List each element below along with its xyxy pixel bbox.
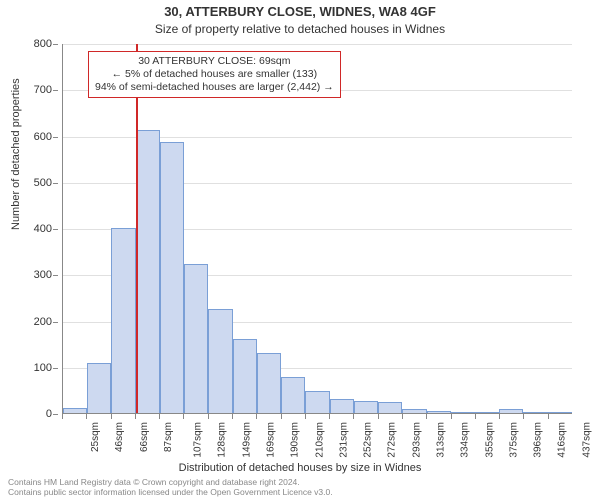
bar xyxy=(499,409,523,413)
x-tick-mark xyxy=(183,414,184,419)
bar xyxy=(354,401,378,413)
x-tick-mark xyxy=(86,414,87,419)
bars-group xyxy=(63,44,572,413)
y-tick-mark xyxy=(53,137,58,138)
bar xyxy=(257,353,281,413)
x-tick-mark xyxy=(135,414,136,419)
bar xyxy=(63,408,87,413)
y-tick-mark xyxy=(53,322,58,323)
bar xyxy=(281,377,305,413)
x-tick-label: 355sqm xyxy=(484,422,495,458)
chart-subtitle: Size of property relative to detached ho… xyxy=(0,22,600,36)
bar xyxy=(160,142,184,413)
x-tick-label: 272sqm xyxy=(387,422,398,458)
x-tick-label: 293sqm xyxy=(411,422,422,458)
x-tick-mark xyxy=(548,414,549,419)
y-tick-mark xyxy=(53,229,58,230)
x-tick-label: 252sqm xyxy=(363,422,374,458)
bar xyxy=(305,391,329,413)
x-tick-mark xyxy=(451,414,452,419)
chart-container: 30, ATTERBURY CLOSE, WIDNES, WA8 4GF Siz… xyxy=(0,0,600,500)
x-tick-label: 210sqm xyxy=(314,422,325,458)
x-tick-mark xyxy=(305,414,306,419)
y-tick-label: 600 xyxy=(34,131,52,143)
x-tick-mark xyxy=(523,414,524,419)
x-tick-label: 313sqm xyxy=(436,422,447,458)
annotation-line2: ← 5% of detached houses are smaller (133… xyxy=(95,68,334,81)
x-tick-label: 66sqm xyxy=(139,422,150,452)
x-tick-mark xyxy=(353,414,354,419)
x-tick-mark xyxy=(232,414,233,419)
x-tick-mark xyxy=(208,414,209,419)
y-tick-mark xyxy=(53,414,58,415)
bar xyxy=(233,339,257,413)
x-axis-label: Distribution of detached houses by size … xyxy=(0,462,600,474)
x-axis-ticks: 25sqm 46sqm 66sqm 87sqm 107sqm 128sqm 149sqm 16… xyxy=(62,414,572,464)
bar xyxy=(208,309,232,413)
x-tick-label: 334sqm xyxy=(460,422,471,458)
footer: Contains HM Land Registry data © Crown c… xyxy=(8,478,333,498)
y-tick-label: 200 xyxy=(34,316,52,328)
x-tick-label: 46sqm xyxy=(114,422,125,452)
x-tick-label: 169sqm xyxy=(266,422,277,458)
x-tick-mark xyxy=(329,414,330,419)
x-tick-label: 107sqm xyxy=(193,422,204,458)
y-tick-mark xyxy=(53,90,58,91)
x-tick-label: 190sqm xyxy=(290,422,301,458)
bar xyxy=(451,412,475,413)
y-tick-label: 800 xyxy=(34,38,52,50)
bar xyxy=(184,264,208,413)
y-tick-mark xyxy=(53,44,58,45)
x-tick-mark xyxy=(378,414,379,419)
x-tick-label: 437sqm xyxy=(581,422,592,458)
y-tick-label: 300 xyxy=(34,269,52,281)
y-tick-label: 700 xyxy=(34,84,52,96)
bar xyxy=(136,130,160,413)
chart-title: 30, ATTERBURY CLOSE, WIDNES, WA8 4GF xyxy=(0,4,600,19)
bar xyxy=(402,409,426,413)
x-tick-mark xyxy=(426,414,427,419)
footer-line2: Contains public sector information licen… xyxy=(8,488,333,498)
bar xyxy=(330,399,354,413)
x-tick-label: 25sqm xyxy=(90,422,101,452)
x-tick-label: 375sqm xyxy=(508,422,519,458)
x-tick-label: 87sqm xyxy=(163,422,174,452)
x-tick-label: 128sqm xyxy=(217,422,228,458)
y-tick-label: 100 xyxy=(34,362,52,374)
x-tick-mark xyxy=(159,414,160,419)
x-tick-label: 149sqm xyxy=(241,422,252,458)
y-tick-mark xyxy=(53,368,58,369)
y-tick-label: 500 xyxy=(34,177,52,189)
bar xyxy=(475,412,499,413)
x-tick-label: 416sqm xyxy=(557,422,568,458)
bar xyxy=(378,402,402,413)
y-axis-ticks: 0100200300400500600700800 xyxy=(0,44,58,414)
marker-line xyxy=(136,44,138,413)
bar xyxy=(427,411,451,413)
annotation-line1: 30 ATTERBURY CLOSE: 69sqm xyxy=(95,55,334,68)
x-tick-mark xyxy=(402,414,403,419)
x-tick-mark xyxy=(499,414,500,419)
x-tick-mark xyxy=(256,414,257,419)
x-tick-mark xyxy=(62,414,63,419)
y-tick-label: 400 xyxy=(34,223,52,235)
bar xyxy=(548,412,572,413)
y-tick-mark xyxy=(53,275,58,276)
annotation-line3: 94% of semi-detached houses are larger (… xyxy=(95,81,334,94)
x-tick-mark xyxy=(281,414,282,419)
x-tick-label: 231sqm xyxy=(338,422,349,458)
x-tick-mark xyxy=(111,414,112,419)
bar xyxy=(111,228,135,413)
y-tick-label: 0 xyxy=(46,408,52,420)
bar xyxy=(523,412,547,413)
bar xyxy=(87,363,111,413)
plot-area xyxy=(62,44,572,414)
annotation-box: 30 ATTERBURY CLOSE: 69sqm ← 5% of detach… xyxy=(88,51,341,98)
x-tick-mark xyxy=(475,414,476,419)
y-tick-mark xyxy=(53,183,58,184)
x-tick-label: 396sqm xyxy=(533,422,544,458)
